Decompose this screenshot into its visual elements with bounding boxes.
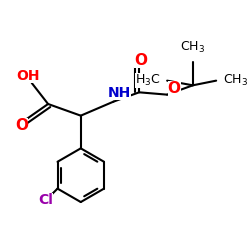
Text: NH: NH (108, 86, 131, 100)
Text: O: O (168, 81, 181, 96)
Text: H$_3$C: H$_3$C (134, 73, 160, 88)
Text: O: O (16, 118, 28, 133)
Text: CH$_3$: CH$_3$ (223, 73, 248, 88)
Text: O: O (134, 52, 147, 68)
Text: OH: OH (16, 70, 40, 84)
Text: Cl: Cl (38, 193, 53, 207)
Text: CH$_3$: CH$_3$ (180, 40, 206, 55)
